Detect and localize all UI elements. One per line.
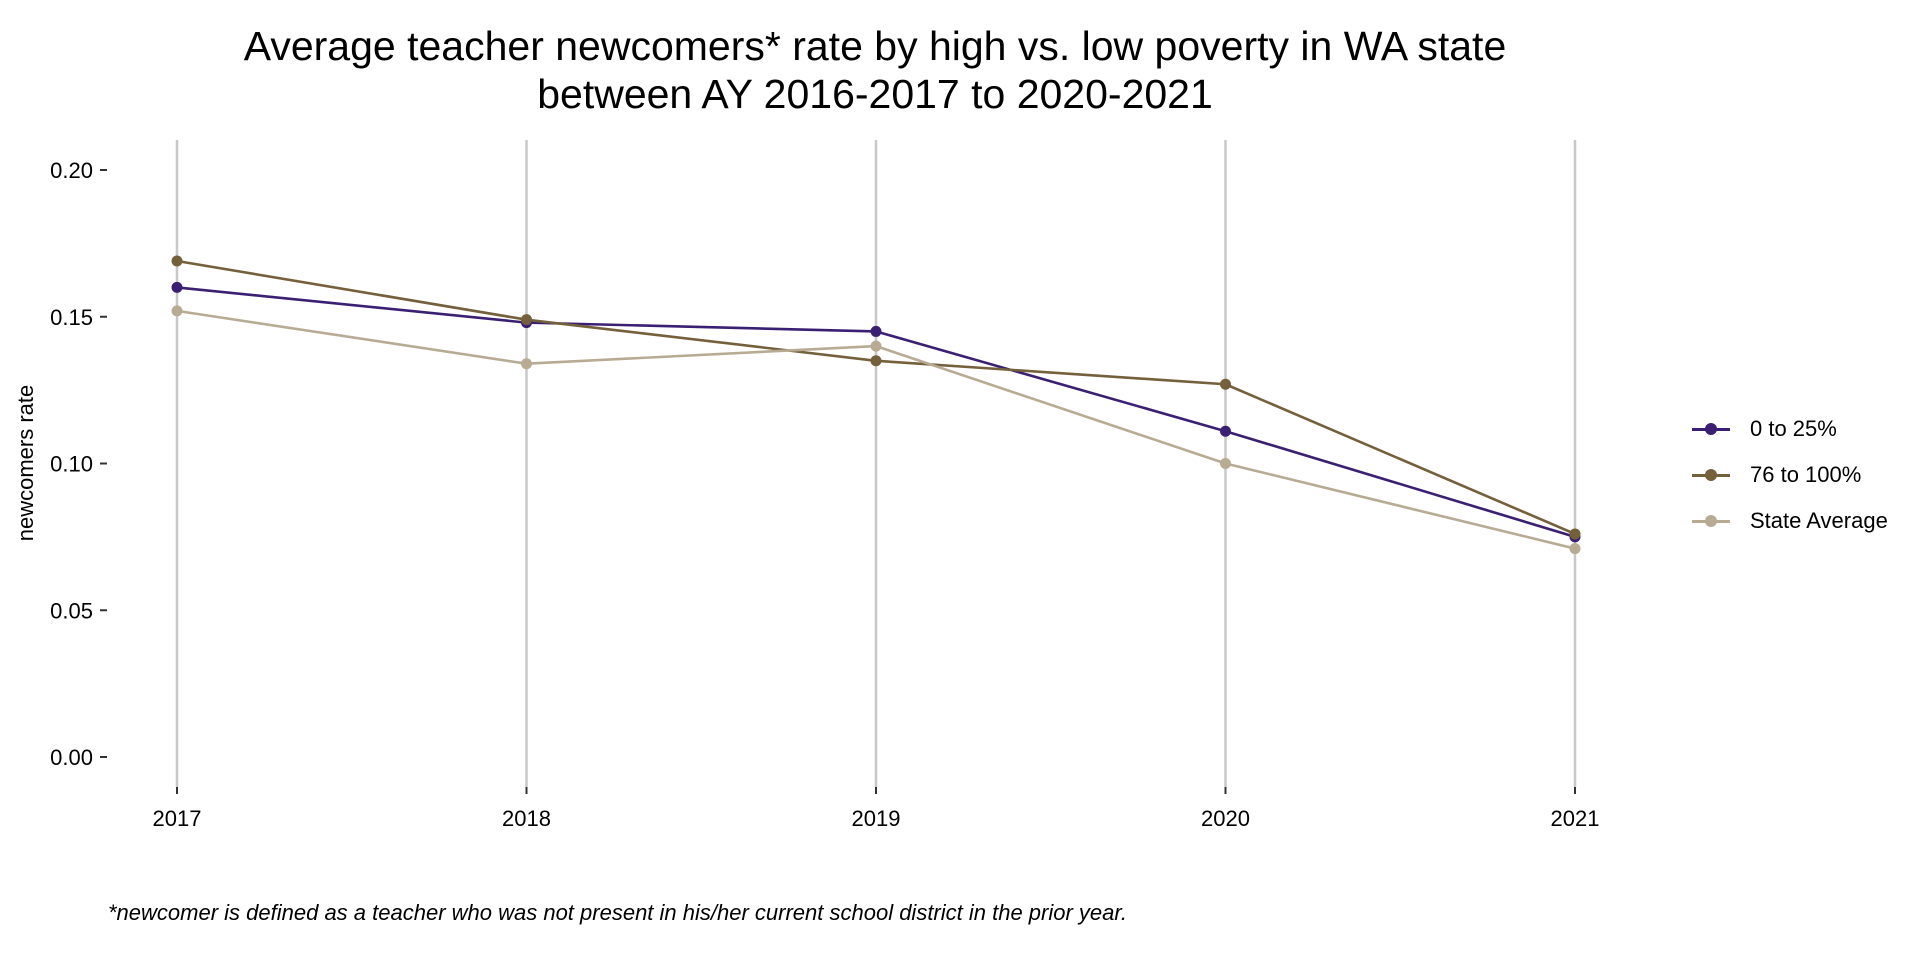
data-point <box>171 281 183 293</box>
data-point <box>171 305 183 317</box>
footnote: *newcomer is defined as a teacher who wa… <box>108 900 1128 925</box>
data-point <box>521 314 532 326</box>
legend-dot-swatch <box>1705 423 1717 435</box>
legend-label: State Average <box>1750 508 1888 533</box>
legend-key-icon <box>1690 511 1732 531</box>
y-tick-label: 0.20 <box>50 158 93 183</box>
data-point <box>1220 378 1231 390</box>
legend-dot-swatch <box>1705 469 1717 481</box>
legend-key-icon <box>1690 419 1732 439</box>
x-tick-label: 2019 <box>852 806 901 831</box>
x-tick-label: 2020 <box>1201 806 1250 831</box>
legend-dot-swatch <box>1705 515 1717 527</box>
data-point <box>1220 425 1231 437</box>
legend-item-state-average: State Average <box>1690 498 1915 544</box>
legend-item-0-to-25: 0 to 25% <box>1690 406 1915 452</box>
gridlines <box>175 140 1577 787</box>
legend-label: 76 to 100% <box>1750 462 1862 487</box>
y-tick-label: 0.00 <box>50 745 93 770</box>
y-tick-label: 0.15 <box>50 305 93 330</box>
y-tick-label: 0.05 <box>50 598 93 623</box>
legend: 0 to 25% 76 to 100% State Average <box>1690 406 1915 544</box>
data-point <box>171 255 183 267</box>
y-axis-label: newcomers rate <box>13 385 38 542</box>
data-point <box>870 355 882 367</box>
data-point <box>1569 528 1581 540</box>
data-point <box>870 325 882 337</box>
y-tick-label: 0.10 <box>50 452 93 477</box>
chart-title: Average teacher newcomers* rate by high … <box>140 22 1610 118</box>
data-point <box>1220 458 1231 469</box>
x-tick-label: 2018 <box>502 806 551 831</box>
legend-item-76-to-100: 76 to 100% <box>1690 452 1915 498</box>
legend-key-icon <box>1690 465 1732 485</box>
data-point <box>870 340 882 352</box>
data-series <box>171 255 1581 555</box>
axes: 2017 2018 2019 2020 2021 0.00 0.05 0.10 0.15 0.20 <box>50 158 1599 831</box>
x-tick-label: 2017 <box>153 806 202 831</box>
chart-title-line-2: between AY 2016-2017 to 2020-2021 <box>537 71 1213 117</box>
data-point <box>1569 543 1581 555</box>
chart-title-line-1: Average teacher newcomers* rate by high … <box>243 23 1507 69</box>
data-point <box>521 358 532 370</box>
legend-label: 0 to 25% <box>1750 416 1837 441</box>
x-tick-label: 2021 <box>1551 806 1600 831</box>
